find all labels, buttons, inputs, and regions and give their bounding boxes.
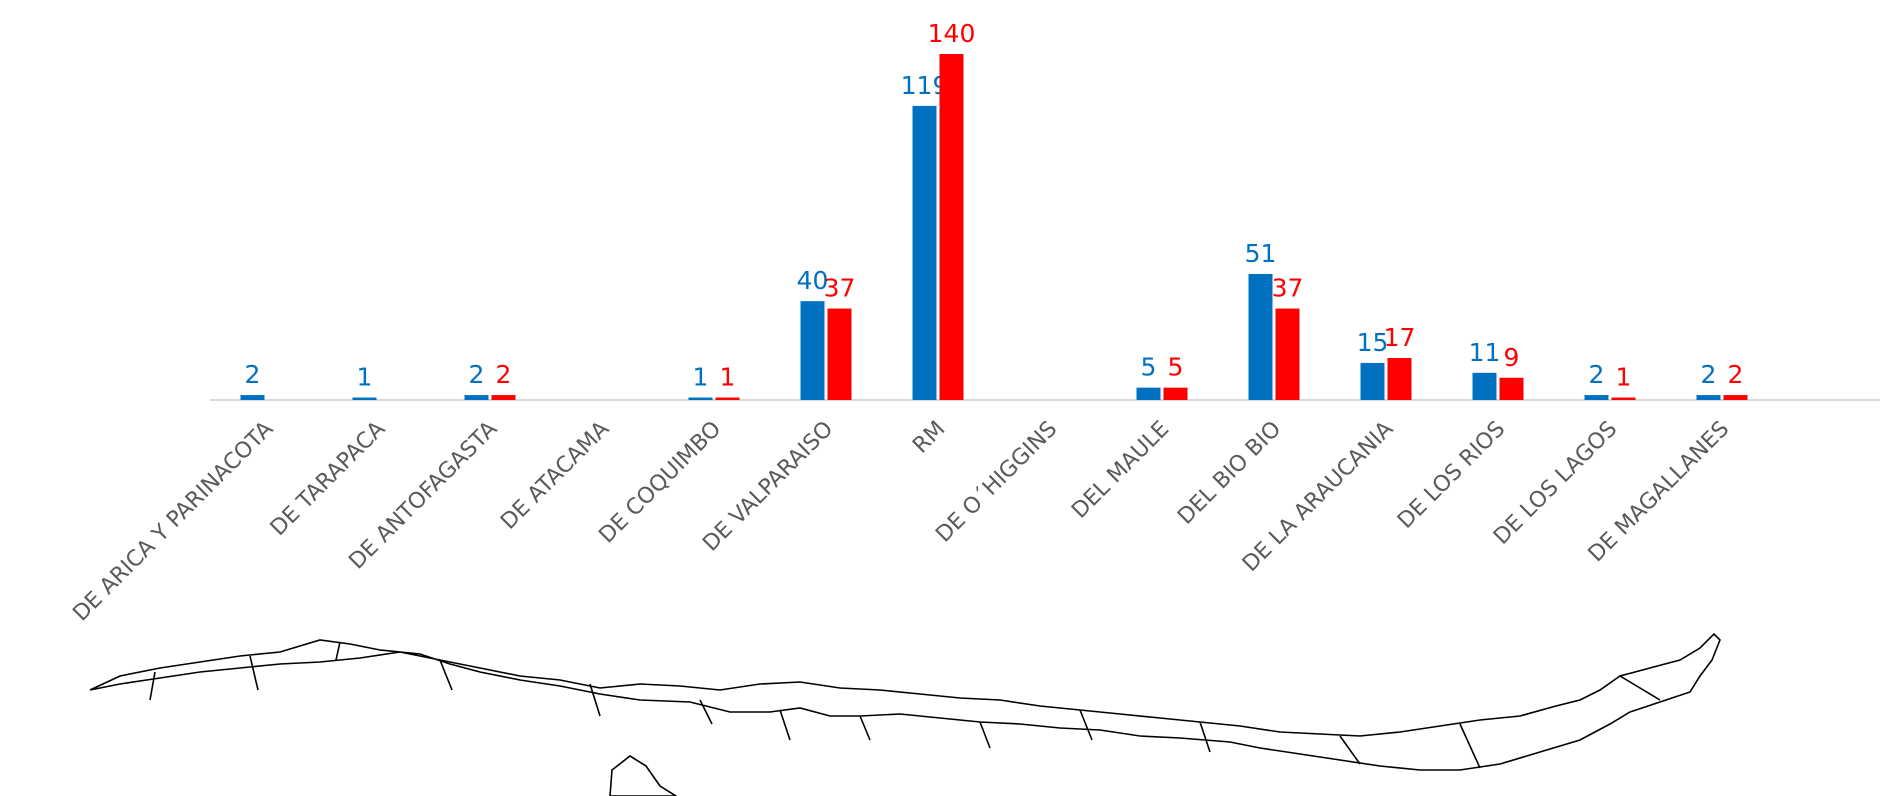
data-label: 1 [1616,363,1632,392]
data-label: 9 [1504,343,1520,372]
data-label: 37 [824,274,856,303]
region-borders [149,641,1661,769]
bar [1275,308,1300,400]
data-label: 40 [797,266,829,295]
data-label: 1 [357,363,373,392]
island-outline [609,755,678,796]
bar [1696,395,1721,400]
x-tick-label: DE ARICA Y PARINACOTA [68,417,278,627]
x-tick-label: DE TARAPACA [266,417,390,541]
bar [1584,395,1609,400]
bar [688,397,713,400]
bar [800,301,825,400]
data-label: 11 [1469,338,1501,367]
data-label: 2 [1701,360,1717,389]
bar [1723,395,1748,400]
data-label: 51 [1245,239,1277,268]
data-label: 37 [1272,274,1304,303]
x-tick-label: DEL MAULE [1067,417,1174,524]
x-tick-label: DE ATACAMA [496,417,614,535]
data-label: 2 [245,360,261,389]
x-tick-label: DE O´HIGGINS [931,417,1062,548]
data-label: 1 [720,363,736,392]
data-label: 2 [1589,360,1605,389]
x-tick-label: RM [908,417,950,459]
bar [1472,372,1497,400]
data-label: 5 [1141,353,1157,382]
bar [1387,357,1412,400]
bar [1136,387,1161,400]
bar [464,395,489,400]
data-label: 2 [1728,360,1744,389]
bar [912,105,937,401]
bar [1163,387,1188,400]
data-label: 2 [469,360,485,389]
country-outline [89,632,1721,771]
bar [827,308,852,400]
data-label: 2 [496,360,512,389]
data-label: 5 [1168,353,1184,382]
x-tick-label: DEL BIO BIO [1173,417,1286,530]
data-label: 17 [1384,323,1416,352]
bar [352,397,377,400]
bar [715,397,740,400]
bar [1360,362,1385,400]
bar [240,395,265,400]
bar [491,395,516,400]
data-label: 1 [693,363,709,392]
map-outline [89,632,1721,796]
data-label: 15 [1357,328,1389,357]
data-label: 140 [928,19,976,48]
bar [1248,273,1273,400]
bar [1611,397,1636,400]
bar [939,54,964,400]
x-tick-label: DE COQUIMBO [594,417,726,549]
x-tick-label: DE LOS RIOS [1393,417,1510,534]
bar [1499,377,1524,400]
